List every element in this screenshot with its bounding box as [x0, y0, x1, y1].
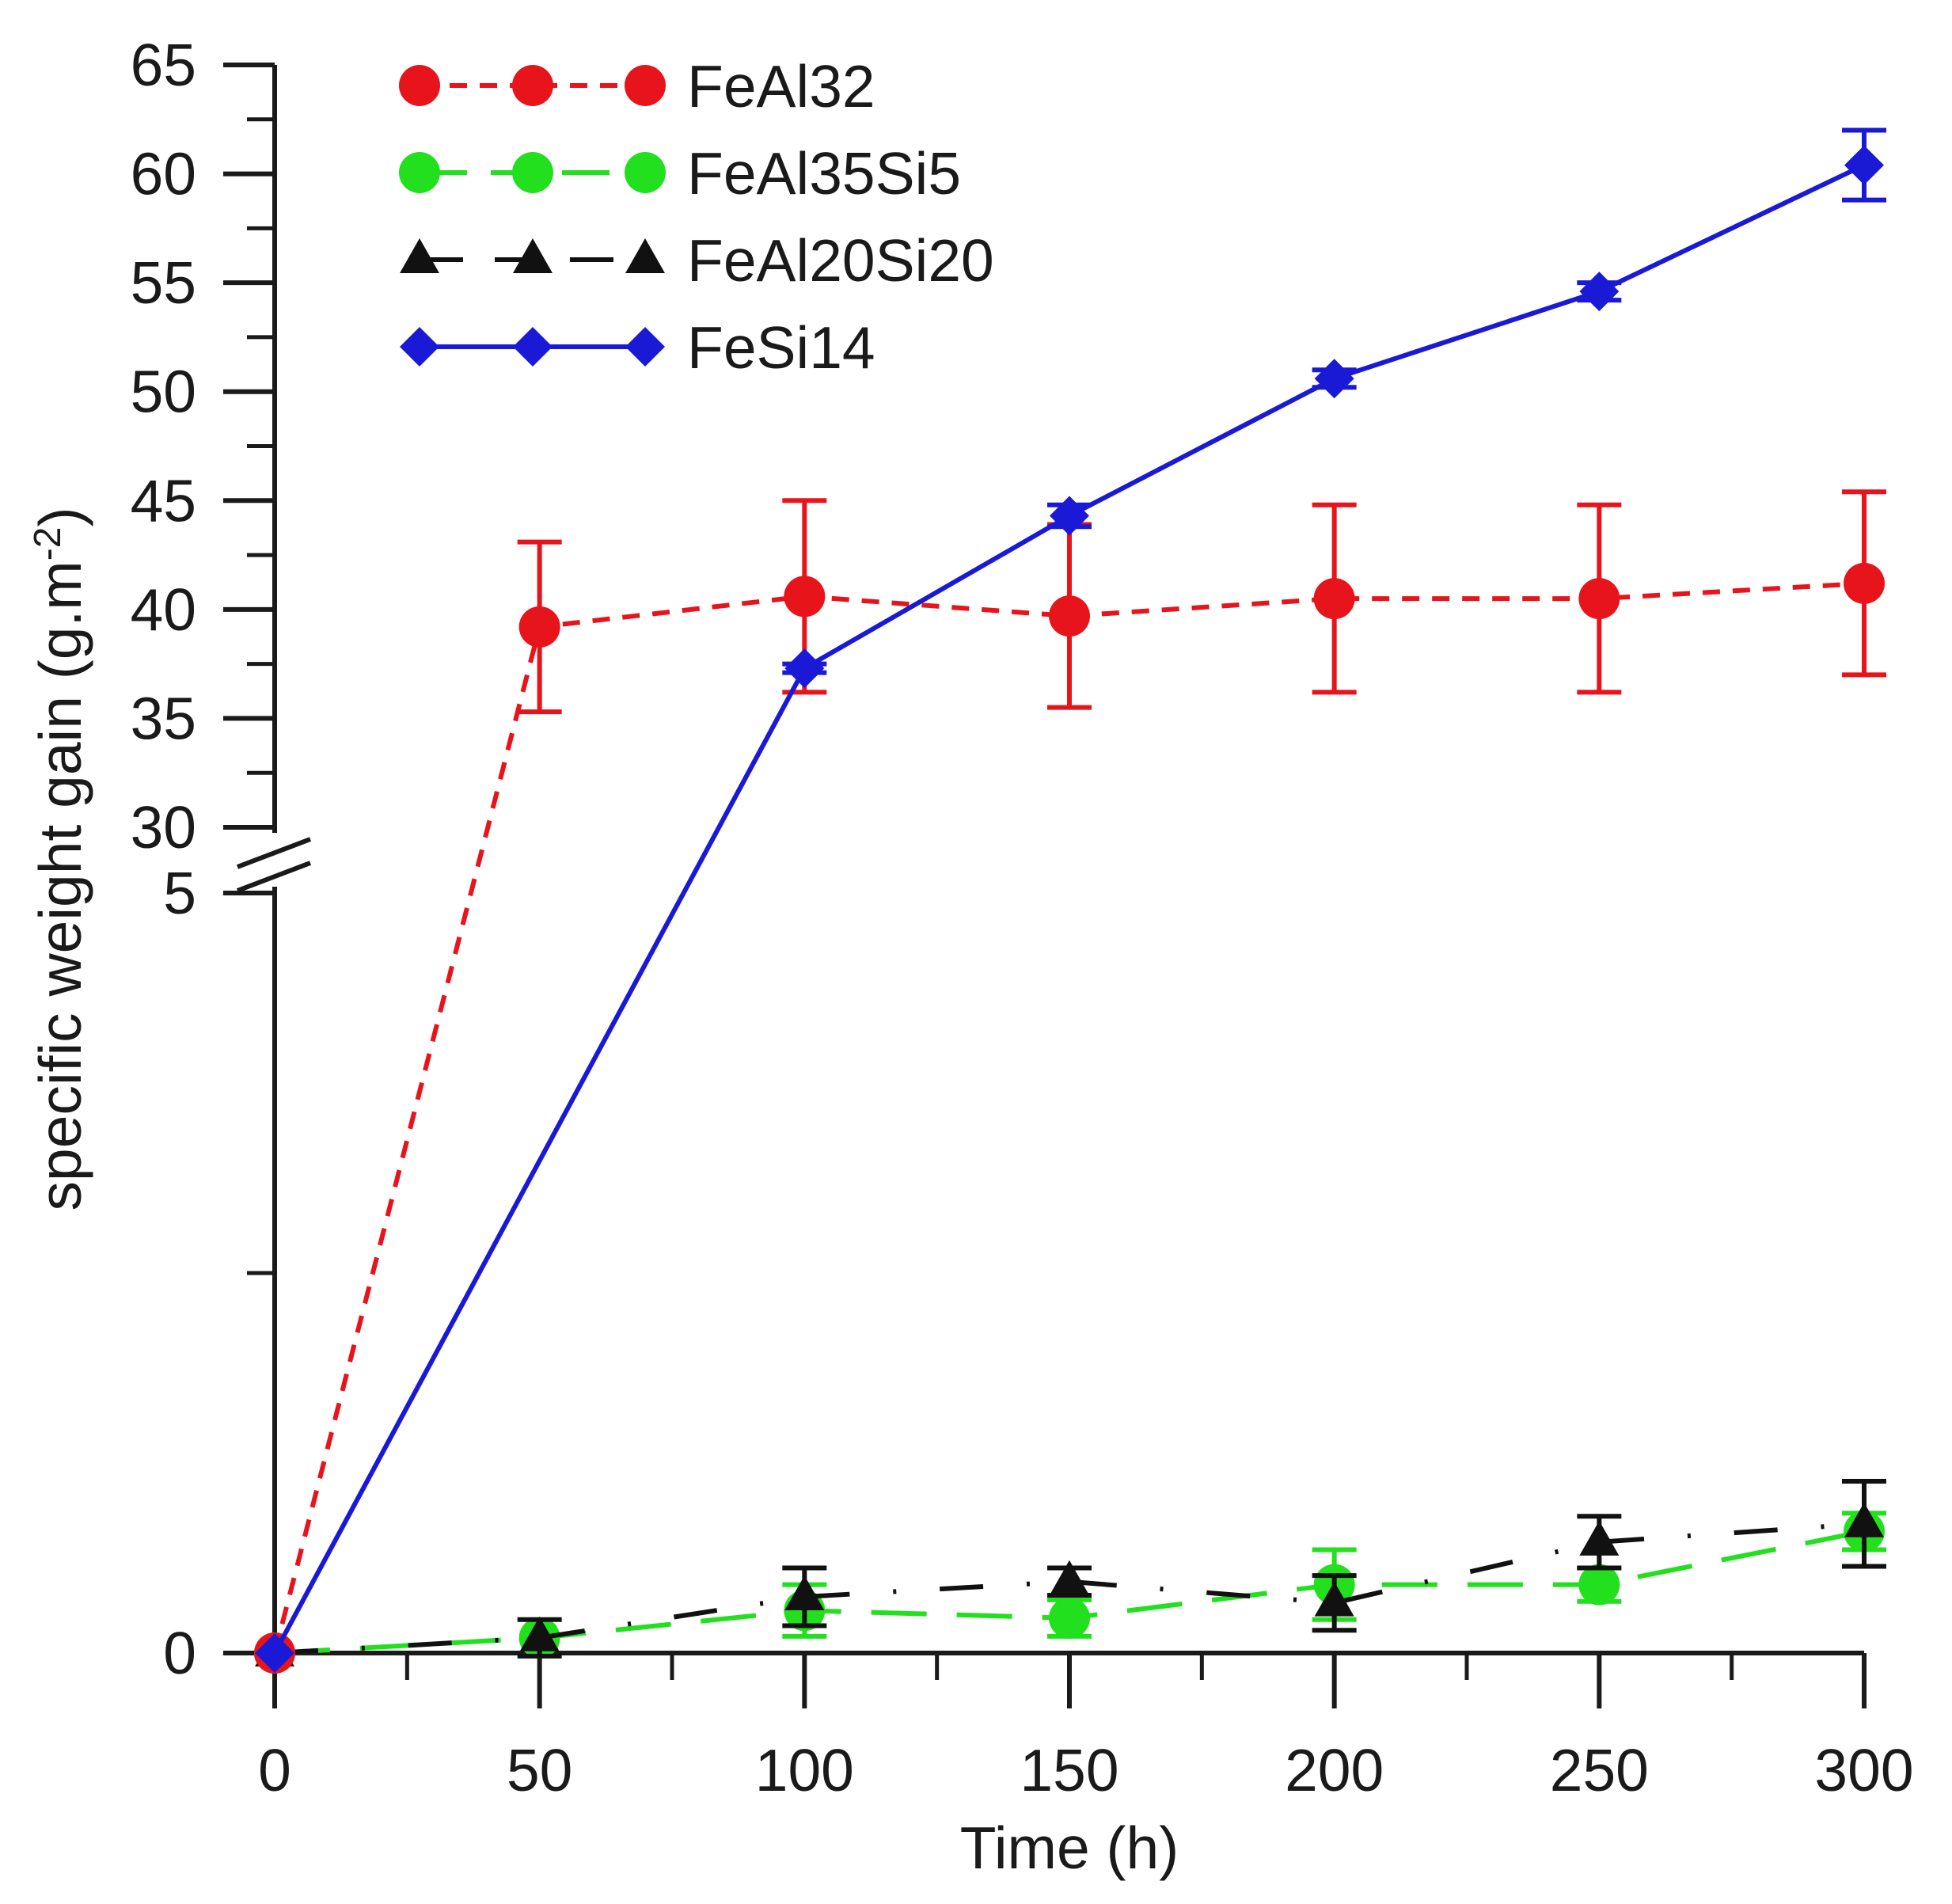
legend-marker-fesi14 — [400, 327, 439, 367]
data-point-feal35si5 — [1578, 1564, 1620, 1606]
data-point-feal32 — [1844, 562, 1885, 604]
data-point-feal32 — [518, 606, 560, 648]
legend-item-feal32: FeAl32 — [399, 53, 875, 120]
y-tick-label: 40 — [131, 576, 196, 643]
legend-marker-fesi14 — [513, 327, 553, 367]
legend-marker-feal32 — [512, 65, 553, 106]
x-tick-label: 50 — [507, 1737, 572, 1803]
y-tick-label: 65 — [131, 32, 196, 98]
x-tick-label: 300 — [1814, 1737, 1913, 1803]
series-layer — [254, 127, 1886, 1674]
y-axis-title: specific weight gain (g.m-2) — [27, 507, 94, 1211]
y-axis-title-superscript: -2 — [27, 527, 69, 561]
data-point-fesi14 — [1050, 496, 1089, 536]
y-tick-label: 55 — [131, 249, 196, 316]
y-axis-title-close: ) — [27, 507, 93, 527]
data-point-feal32 — [1313, 578, 1355, 620]
legend-marker-feal32 — [399, 65, 440, 106]
series-fesi14 — [255, 127, 1886, 1673]
data-point-feal32 — [784, 576, 826, 618]
axis-break-mark — [236, 837, 312, 869]
legend-marker-feal20si20 — [625, 238, 665, 273]
data-point-feal32 — [1578, 578, 1620, 620]
legend-label-feal35si5: FeAl35Si5 — [687, 140, 961, 207]
data-point-feal20si20 — [519, 1616, 560, 1651]
data-point-fesi14 — [255, 1633, 294, 1673]
series-line-feal32 — [272, 580, 1865, 1654]
y-tick-label: 35 — [131, 685, 196, 751]
x-tick-label: 0 — [258, 1737, 291, 1803]
data-point-fesi14 — [1579, 272, 1620, 312]
y-tick-label: 60 — [131, 141, 196, 207]
y-tick-label: 30 — [131, 794, 196, 861]
x-axis-title: Time (h) — [960, 1815, 1179, 1881]
y-tick-label: 45 — [131, 467, 196, 534]
y-axis-title-text: specific weight gain (g.m — [27, 561, 93, 1210]
legend-item-feal20si20: FeAl20Si20 — [400, 227, 994, 294]
x-tick-label: 150 — [1020, 1737, 1118, 1803]
legend-label-feal32: FeAl32 — [687, 53, 875, 120]
data-point-feal20si20 — [1050, 1560, 1089, 1595]
data-point-fesi14 — [784, 648, 825, 689]
data-point-feal20si20 — [1314, 1581, 1354, 1617]
data-point-fesi14 — [1844, 145, 1884, 185]
y-tick-label: 50 — [131, 359, 196, 425]
y-tick-label: 5 — [163, 860, 196, 926]
legend-marker-feal35si5 — [512, 152, 553, 193]
series-line-fesi14 — [272, 162, 1866, 1655]
y-tick-label: 0 — [163, 1620, 196, 1686]
x-tick-label: 250 — [1550, 1737, 1649, 1803]
legend-marker-feal35si5 — [625, 152, 666, 193]
legend-marker-feal35si5 — [399, 152, 440, 193]
x-tick-label: 200 — [1285, 1737, 1384, 1803]
data-point-feal32 — [1049, 595, 1090, 637]
legend-item-fesi14: FeSi14 — [400, 314, 875, 381]
legend-marker-feal20si20 — [513, 238, 553, 273]
axis-break-mark — [236, 861, 312, 893]
legend-marker-feal20si20 — [400, 238, 439, 273]
legend-label-feal20si20: FeAl20Si20 — [687, 227, 994, 294]
legend-marker-fesi14 — [625, 327, 665, 367]
legend: FeAl32 FeAl35Si5 FeAl20Si20 FeSi14 — [399, 53, 994, 381]
axes: 0 530 35 40 45 50 55 60 65 0 50 100 150 200 250 300 — [131, 32, 1914, 1803]
x-tick-label: 100 — [755, 1737, 854, 1803]
legend-label-fesi14: FeSi14 — [687, 314, 875, 381]
legend-marker-feal32 — [625, 65, 666, 106]
data-point-feal20si20 — [1579, 1520, 1620, 1556]
series-feal32 — [254, 489, 1886, 1674]
data-point-feal20si20 — [784, 1575, 825, 1610]
data-point-feal20si20 — [1844, 1502, 1884, 1537]
legend-item-feal35si5: FeAl35Si5 — [399, 140, 961, 207]
data-point-fesi14 — [1314, 359, 1354, 399]
data-point-feal35si5 — [1049, 1597, 1090, 1639]
